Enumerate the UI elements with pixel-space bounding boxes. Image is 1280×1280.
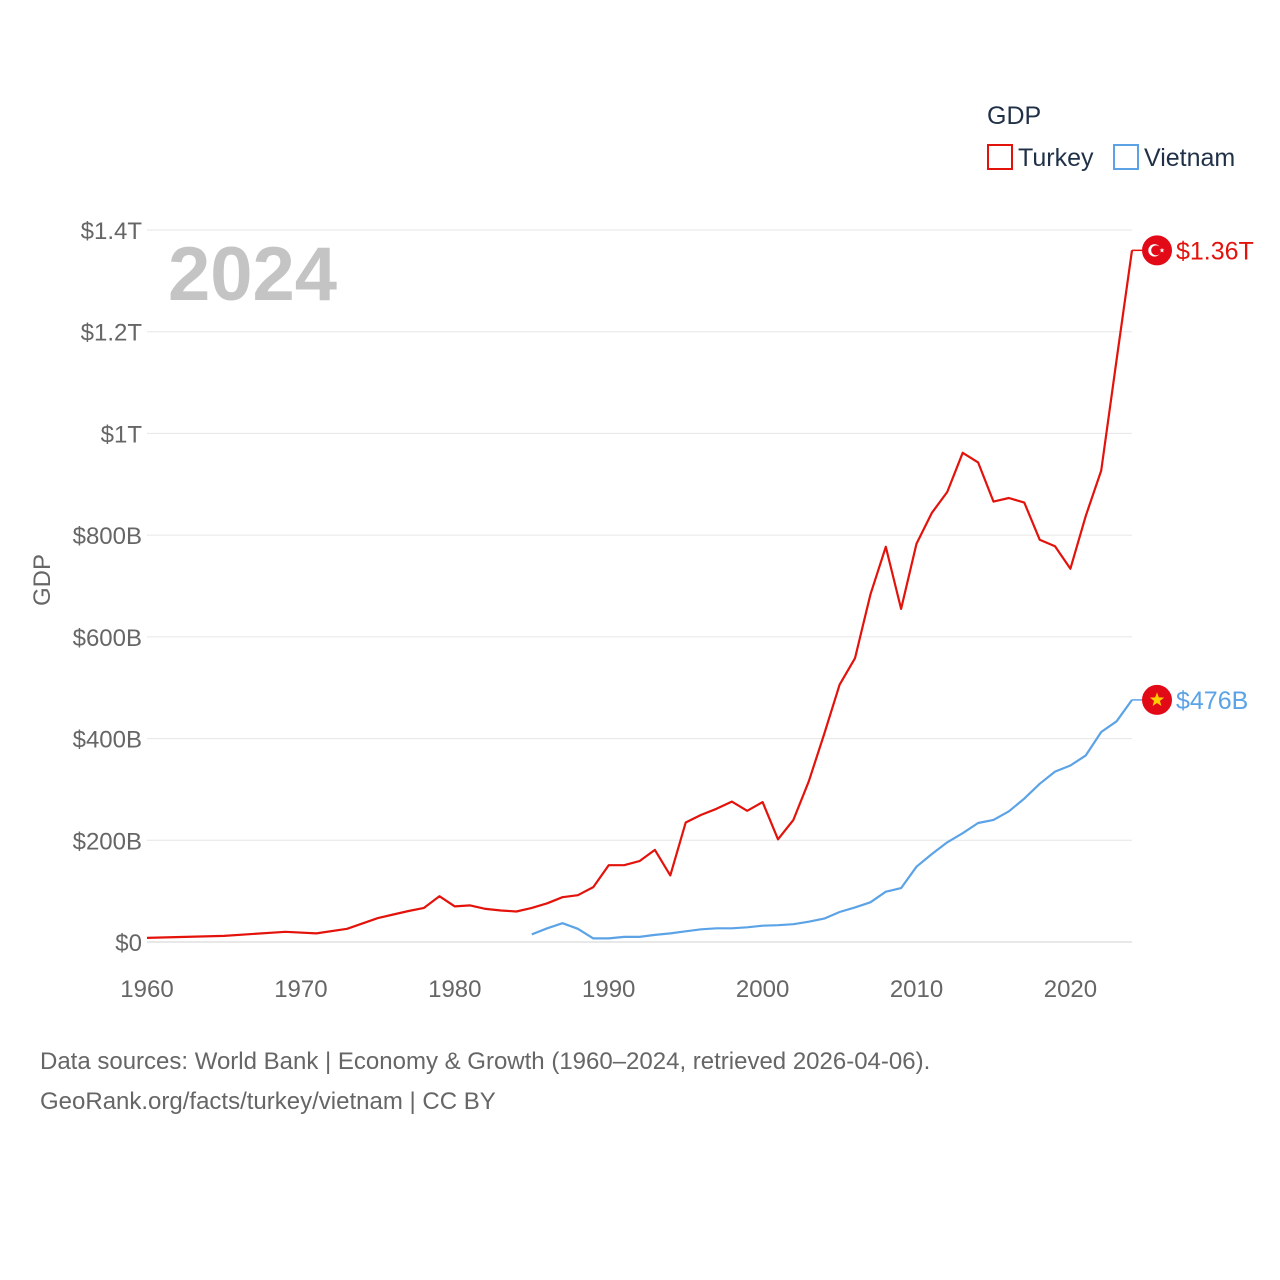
source-line-1: Data sources: World Bank | Economy & Gro… [40, 1048, 931, 1075]
end-label-turkey: $1.36T [1176, 237, 1254, 265]
legend-swatch-turkey [987, 144, 1013, 170]
y-tick-label: $1T [101, 421, 143, 448]
grid-lines [147, 229, 1132, 943]
x-tick-label: 2020 [1044, 976, 1097, 1003]
x-tick-label: 1990 [582, 976, 635, 1003]
source-line-2[interactable]: GeoRank.org/facts/turkey/vietnam | CC BY [40, 1088, 496, 1115]
crescent-inner [1151, 245, 1162, 256]
star [1149, 692, 1165, 706]
legend-title: GDP [987, 102, 1041, 130]
y-axis-ticks: $0 $200B $400B $600B $800B $1T $1.2T $1.4T [73, 218, 143, 957]
legend-item-vietnam[interactable]: Vietnam [1113, 144, 1235, 172]
y-tick-label: $800B [73, 523, 142, 550]
y-axis-label: GDP [29, 554, 56, 606]
y-tick-label: $1.2T [81, 320, 143, 347]
series-line-vietnam[interactable] [531, 699, 1133, 940]
y-tick-label: $0 [115, 930, 142, 957]
legend-label-turkey: Turkey [1018, 144, 1094, 172]
legend-item-turkey[interactable]: Turkey [987, 144, 1094, 172]
source-note: Data sources: World Bank | Economy & Gro… [40, 1042, 1240, 1122]
series-end-labels: $1.36T $476B [1132, 235, 1254, 715]
x-tick-label: 1960 [120, 976, 173, 1003]
gdp-line-chart: $0 $200B $400B $600B $800B $1T $1.2T $1.4T 1960… [29, 102, 1254, 1003]
x-axis-ticks: 1960 1970 1980 1990 2000 2010 2020 [120, 976, 1097, 1003]
y-tick-label: $200B [73, 828, 142, 855]
y-tick-label: $1.4T [81, 218, 143, 245]
y-tick-label: $600B [73, 625, 142, 652]
legend: GDP Turkey Vietnam [987, 102, 1235, 172]
x-tick-label: 2000 [736, 976, 789, 1003]
y-tick-label: $400B [73, 727, 142, 754]
legend-swatch-vietnam [1113, 144, 1139, 170]
turkey-flag-icon [1142, 235, 1172, 266]
vietnam-flag-icon [1142, 684, 1172, 715]
x-tick-label: 2010 [890, 976, 943, 1003]
end-label-vietnam: $476B [1176, 687, 1248, 715]
x-tick-label: 1970 [274, 976, 327, 1003]
year-label: 2024 [168, 232, 337, 317]
x-tick-label: 1980 [428, 976, 481, 1003]
star [1159, 247, 1165, 253]
legend-label-vietnam: Vietnam [1144, 144, 1235, 172]
series-line-turkey[interactable] [146, 250, 1134, 939]
series-lines [146, 250, 1134, 940]
